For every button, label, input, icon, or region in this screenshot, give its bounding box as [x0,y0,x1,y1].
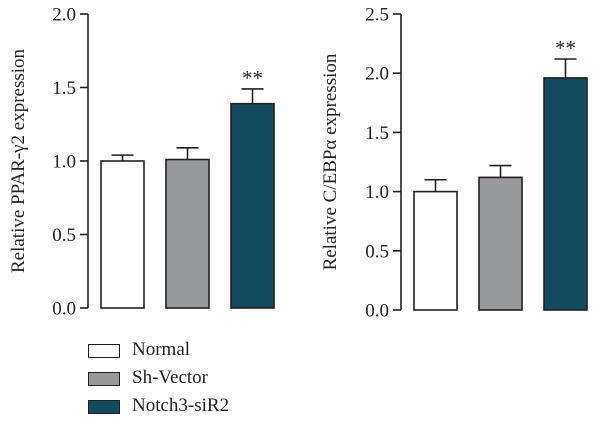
chart-2-y-tick-label: 2.5 [365,5,389,26]
chart-1-bar-3 [230,102,275,309]
chart-2-y-tick-label: 0.0 [365,301,389,322]
chart-2-bar-3 [543,77,588,311]
legend-swatch-normal [88,344,120,358]
legend-swatch-notch3-sir2 [88,400,120,414]
chart-1-y-tick-label: 0.5 [52,225,76,246]
chart-2-y-axis-label: Relative C/EBPα expression [320,53,341,270]
chart-2-bar-1 [413,190,458,311]
chart-2-significance-3: ** [555,36,576,60]
chart-1-bar-2 [165,158,210,309]
chart-2-y-tick-label: 2.0 [365,64,389,85]
chart-2-y-tick-label: 1.0 [365,182,389,203]
legend-swatch-sh-vector [88,372,120,386]
chart-1-y-tick-label: 2.0 [52,5,76,26]
chart-1-y-axis-label: Relative PPAR-γ2 expression [8,48,29,273]
legend-label-normal: Normal [132,339,191,360]
legend-label-sh-vector: Sh-Vector [132,367,208,388]
chart-1-y-tick-label: 1.0 [52,152,76,173]
chart-2-bar-2 [478,176,523,311]
chart-1-y-tick-label: 0.0 [52,299,76,320]
chart-2-y-tick-label: 1.5 [365,123,389,144]
chart-1-bar-1 [100,160,145,309]
chart-2-y-tick-label: 0.5 [365,241,389,262]
chart-1-y-tick-label: 1.5 [52,78,76,99]
legend-label-notch3-sir2: Notch3-siR2 [132,395,230,416]
chart-1-significance-3: ** [242,66,263,90]
